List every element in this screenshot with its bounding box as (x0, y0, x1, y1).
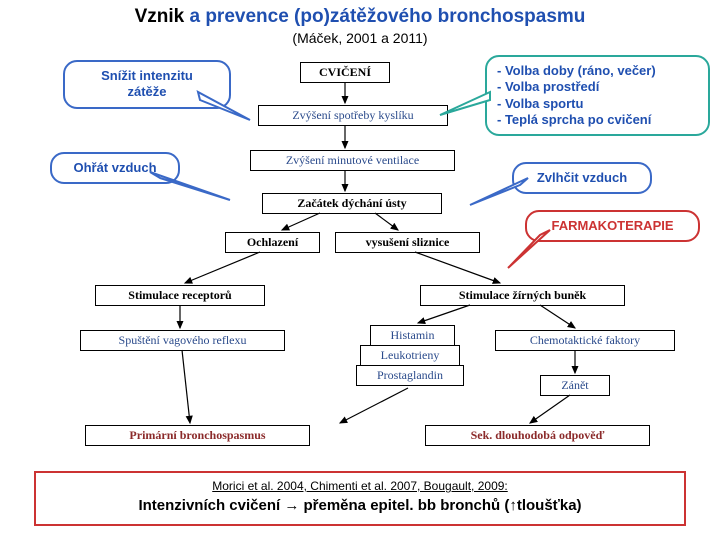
node-n5: Ochlazení (225, 232, 320, 253)
node-n1: CVIČENÍ (300, 62, 390, 83)
node-n9: Spuštění vagového reflexu (80, 330, 285, 351)
node-n16: Sek. dlouhodobá odpověď (425, 425, 650, 446)
node-n2: Zvýšení spotřeby kyslíku (258, 105, 448, 126)
footer-main: Intenzivních cvičení → přeměna epitel. b… (50, 497, 670, 514)
subtitle: (Máček, 2001 a 2011) (0, 30, 720, 46)
callout-warm-air: Ohřát vzduch (50, 152, 180, 184)
page-title: Vznik a prevence (po)zátěžového bronchos… (0, 0, 720, 28)
node-n14: Zánět (540, 375, 610, 396)
node-n12: Prostaglandin (356, 365, 464, 386)
callout-pharmaco: FARMAKOTERAPIE (525, 210, 700, 242)
node-n15: Primární bronchospasmus (85, 425, 310, 446)
node-n7: Stimulace receptorů (95, 285, 265, 306)
node-n8: Stimulace žírných buněk (420, 285, 625, 306)
callout-humidify: Zvlhčit vzduch (512, 162, 652, 194)
node-n4: Začátek dýchání ústy (262, 193, 442, 214)
node-n6: vysušení sliznice (335, 232, 480, 253)
node-n13: Chemotaktické faktory (495, 330, 675, 351)
node-n10: Histamin (370, 325, 455, 346)
footer-citation: Morici et al. 2004, Chimenti et al. 2007… (50, 479, 670, 493)
callout-choices: - Volba doby (ráno, večer) - Volba prost… (485, 55, 710, 136)
callout-intensity: Snížit intenzitu zátěže (63, 60, 231, 109)
node-n11: Leukotrieny (360, 345, 460, 366)
footer-box: Morici et al. 2004, Chimenti et al. 2007… (34, 471, 686, 526)
title-part2: a prevence (po)zátěžového bronchospasmu (184, 6, 585, 27)
node-n3: Zvýšení minutové ventilace (250, 150, 455, 171)
title-part1: Vznik (135, 6, 185, 27)
